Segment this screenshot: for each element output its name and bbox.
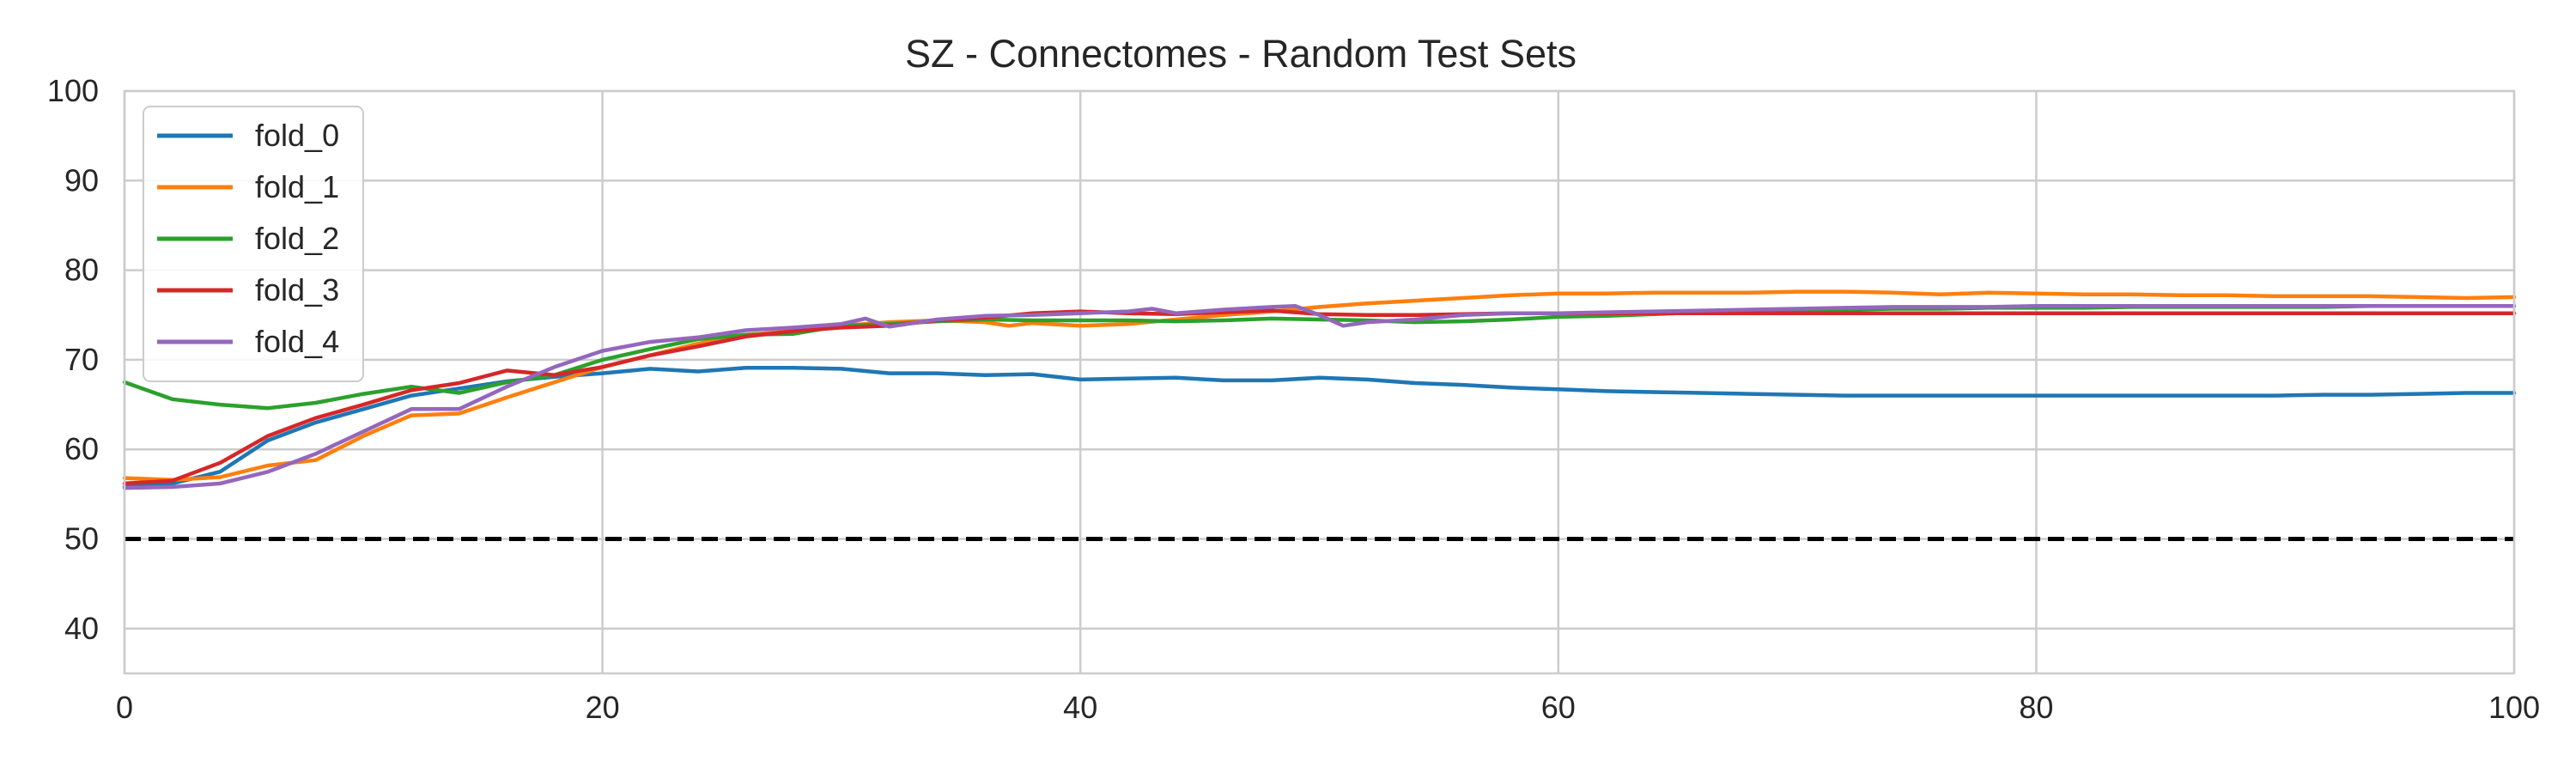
- y-tick-label: 70: [64, 342, 99, 377]
- y-tick-label: 60: [64, 431, 99, 466]
- legend-label: fold_0: [255, 118, 339, 153]
- x-tick-label: 0: [116, 690, 133, 725]
- series-layer: [122, 289, 2517, 490]
- y-tick-label: 50: [64, 521, 99, 557]
- grid-lines: [123, 89, 2516, 673]
- legend-label: fold_3: [255, 272, 339, 307]
- x-tick-label: 100: [2488, 690, 2540, 725]
- series-line-fold-4: [122, 304, 2517, 490]
- y-tick-label: 80: [64, 253, 99, 288]
- y-axis-ticks: 40 50 60 70 80 90 100: [47, 73, 99, 646]
- x-tick-label: 60: [1541, 690, 1576, 725]
- legend-label: fold_1: [255, 169, 339, 204]
- y-tick-label: 100: [47, 73, 99, 108]
- legend-box: [143, 106, 364, 382]
- x-tick-label: 80: [2019, 690, 2053, 725]
- x-axis-ticks: 0 20 40 60 80 100: [116, 690, 2540, 725]
- series-line-fold-2: [122, 304, 2517, 411]
- x-tick-label: 20: [586, 690, 620, 725]
- chart-title: SZ - Connectomes - Random Test Sets: [905, 32, 1577, 76]
- y-tick-label: 90: [64, 162, 99, 198]
- y-tick-label: 40: [64, 611, 99, 646]
- x-tick-label: 40: [1063, 690, 1097, 725]
- series-line-fold-1: [122, 289, 2517, 482]
- legend-label: fold_4: [255, 324, 339, 359]
- legend-label: fold_2: [255, 221, 339, 256]
- plot-frame: [123, 89, 2516, 675]
- legend: fold_0 fold_1 fold_2 fold_3 fold_4: [143, 106, 364, 382]
